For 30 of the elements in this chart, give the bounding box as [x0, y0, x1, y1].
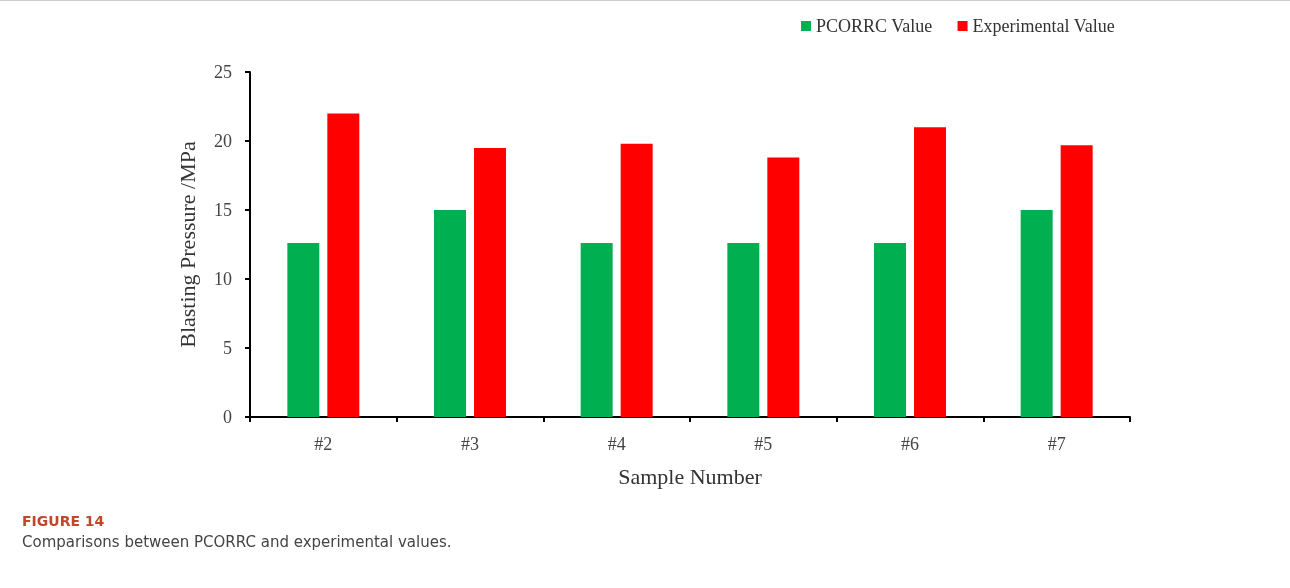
y-tick-label: 5 — [223, 338, 232, 358]
bar — [1060, 145, 1093, 417]
bar — [287, 243, 320, 417]
x-tick-label: #6 — [901, 434, 919, 454]
y-tick-label: 0 — [223, 407, 232, 427]
x-tick-label: #7 — [1047, 434, 1066, 454]
bar — [327, 113, 360, 417]
bar — [874, 243, 906, 417]
bar — [727, 243, 760, 417]
x-axis-title: Sample Number — [618, 463, 763, 489]
y-tick-label: 10 — [214, 269, 232, 289]
bar — [474, 147, 506, 417]
x-tick-label: #3 — [461, 434, 479, 454]
bar — [914, 127, 946, 417]
bar — [620, 143, 653, 417]
text: FIGURE 14 — [22, 513, 106, 529]
text: Comparisons between PCORRC and experimental values. — [22, 533, 452, 551]
y-tick-label: 25 — [214, 62, 232, 82]
legend-label: Experimental Value — [972, 16, 1115, 36]
y-axis-title: Blasting Pressure /MPa — [174, 141, 200, 348]
bar — [580, 243, 613, 417]
x-tick-label: #5 — [754, 434, 773, 454]
bar — [434, 210, 466, 417]
legend-label: PCORRC Value — [816, 16, 933, 36]
x-tick-label: #4 — [607, 434, 626, 454]
x-tick-label: #2 — [314, 434, 333, 454]
bar — [767, 157, 800, 417]
bar — [1020, 210, 1053, 417]
y-tick-label: 20 — [214, 131, 232, 151]
y-tick-label: 15 — [214, 200, 232, 220]
